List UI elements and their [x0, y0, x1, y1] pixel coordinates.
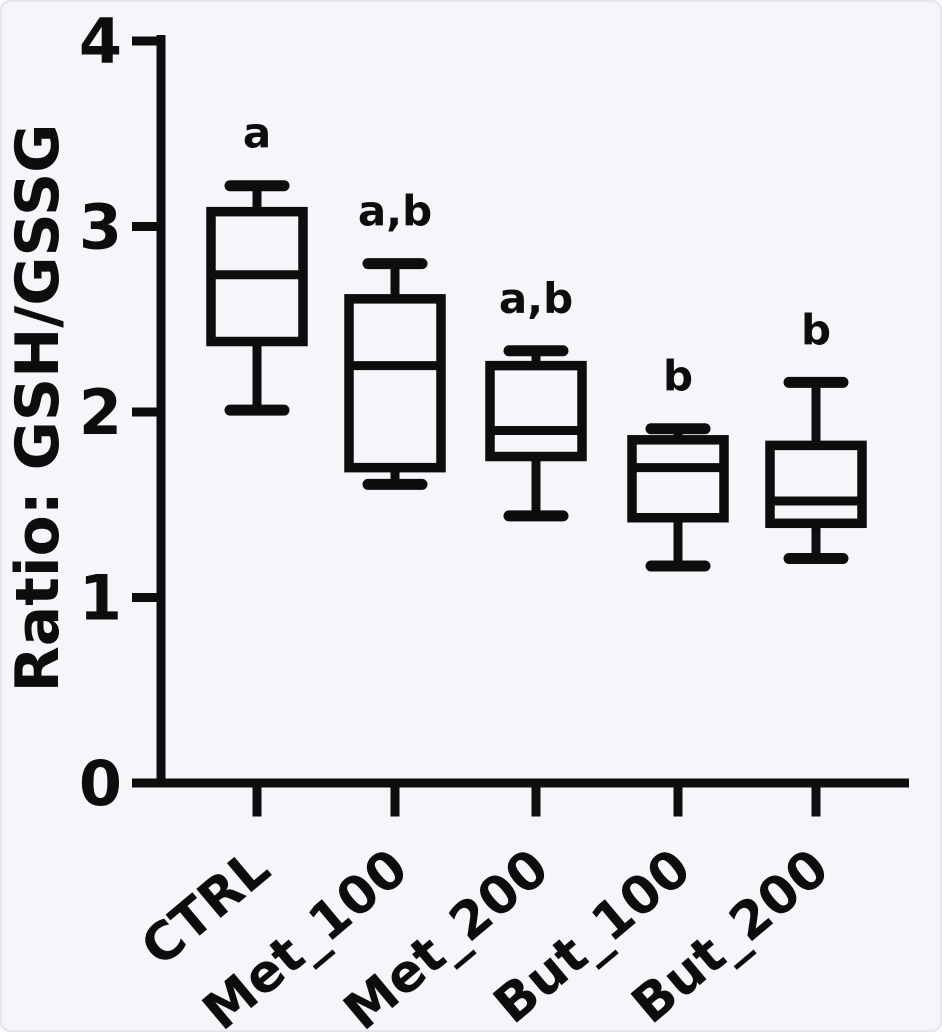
iqr-box: [627, 435, 729, 523]
box-plot-Met_100: a,b: [344, 187, 446, 490]
significance-letter: a: [243, 109, 271, 158]
box-plot-But_100: b: [627, 352, 729, 572]
y-tick-label: 2: [79, 376, 122, 449]
y-tick-label: 1: [79, 562, 122, 635]
y-tick-label: 3: [79, 191, 122, 264]
y-tick-label: 4: [79, 5, 122, 78]
y-tick-label: 0: [79, 747, 122, 820]
box-plot-CTRL: a: [206, 109, 308, 416]
box-plot-But_200: b: [765, 305, 867, 565]
y-axis-ticks: 0 1 2 3 4: [79, 5, 161, 820]
iqr-box: [485, 360, 587, 462]
iqr-box: [765, 440, 867, 529]
significance-letter: b: [663, 352, 693, 401]
significance-letter: a,b: [499, 274, 573, 323]
significance-letter: b: [801, 305, 831, 354]
significance-letter: a,b: [358, 187, 432, 236]
iqr-box: [344, 294, 446, 473]
box-plot-Met_200: a,b: [485, 274, 587, 522]
